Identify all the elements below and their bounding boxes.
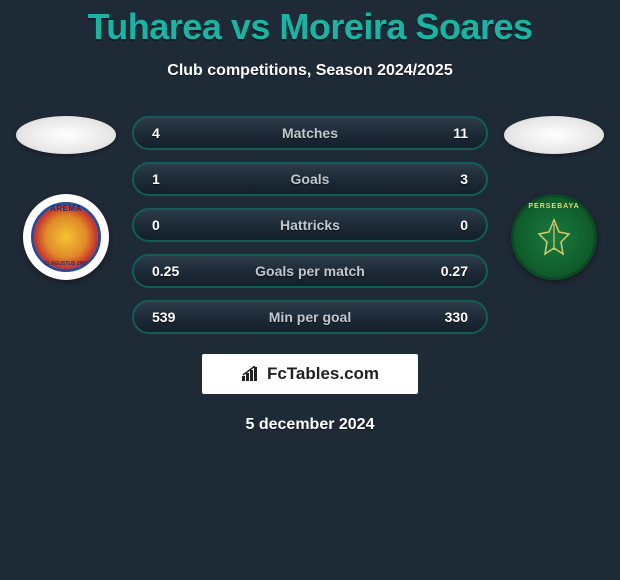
right-player-column: PERSEBAYA	[494, 116, 614, 280]
stat-left-value: 4	[152, 125, 192, 141]
stat-label: Goals per match	[255, 263, 365, 279]
stat-row-goals-per-match: 0.25 Goals per match 0.27	[132, 254, 488, 288]
chart-icon	[241, 366, 261, 382]
left-club-sub: 11 AGUSTUS 1987	[44, 261, 87, 267]
stat-label: Hattricks	[280, 217, 340, 233]
stat-row-hattricks: 0 Hattricks 0	[132, 208, 488, 242]
stat-left-value: 0.25	[152, 263, 192, 279]
stat-right-value: 330	[428, 309, 468, 325]
stat-right-value: 3	[428, 171, 468, 187]
brand-box[interactable]: FcTables.com	[202, 354, 418, 394]
stat-row-min-per-goal: 539 Min per goal 330	[132, 300, 488, 334]
stat-left-value: 1	[152, 171, 192, 187]
stat-left-value: 539	[152, 309, 192, 325]
stat-label: Goals	[291, 171, 330, 187]
left-club-badge: AREMA 11 AGUSTUS 1987	[23, 194, 109, 280]
stats-column: 4 Matches 11 1 Goals 3 0 Hattricks 0 0.2…	[132, 116, 488, 434]
stat-left-value: 0	[152, 217, 192, 233]
subtitle: Club competitions, Season 2024/2025	[0, 62, 620, 80]
left-player-column: AREMA 11 AGUSTUS 1987	[6, 116, 126, 280]
left-club-label: AREMA	[50, 204, 82, 213]
stat-label: Min per goal	[269, 309, 351, 325]
left-club-badge-inner: AREMA 11 AGUSTUS 1987	[31, 202, 101, 272]
right-club-label: PERSEBAYA	[528, 203, 579, 210]
crest-icon	[529, 212, 579, 262]
stat-right-value: 0.27	[428, 263, 468, 279]
stat-right-value: 0	[428, 217, 468, 233]
stat-right-value: 11	[428, 125, 468, 141]
stat-row-matches: 4 Matches 11	[132, 116, 488, 150]
right-club-badge-inner: PERSEBAYA	[517, 200, 591, 274]
date-text: 5 december 2024	[132, 416, 488, 434]
right-player-avatar	[504, 116, 604, 154]
left-player-avatar	[16, 116, 116, 154]
comparison-content: AREMA 11 AGUSTUS 1987 4 Matches 11 1 Goa…	[0, 116, 620, 434]
right-club-badge: PERSEBAYA	[511, 194, 597, 280]
page-title: Tuharea vs Moreira Soares	[0, 0, 620, 48]
stat-label: Matches	[282, 125, 338, 141]
brand-text: FcTables.com	[267, 364, 379, 384]
stat-row-goals: 1 Goals 3	[132, 162, 488, 196]
